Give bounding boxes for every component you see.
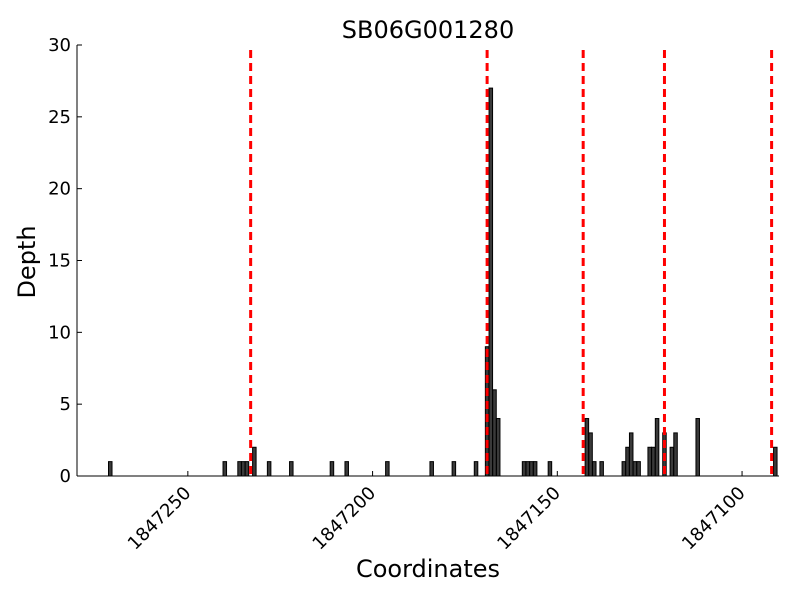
depth-bar [599, 461, 604, 477]
depth-bar [592, 461, 597, 477]
y-axis-label: Depth [13, 225, 41, 298]
bar-series [108, 87, 778, 477]
depth-bar [632, 461, 638, 477]
y-tick-label: 25 [48, 107, 71, 128]
x-tick-label: 1847250 [124, 483, 196, 555]
depth-bar [429, 461, 434, 477]
x-tick-label: 1847200 [309, 483, 381, 555]
x-axis-ticks: 1847250 1847200 1847150 1847100 [124, 471, 750, 554]
y-axis-ticks: 0 5 10 15 20 25 30 [48, 35, 82, 487]
depth-bar [473, 461, 479, 477]
depth-bar [495, 418, 501, 477]
depth-bar [488, 87, 494, 477]
depth-bar [695, 418, 700, 477]
depth-bar [266, 461, 272, 477]
chart-title: SB06G001280 [342, 16, 514, 44]
axes [76, 45, 779, 477]
depth-bar [241, 461, 246, 477]
depth-bar [529, 461, 534, 477]
depth-bar [385, 461, 390, 477]
depth-bar [621, 461, 627, 477]
depth-bar [521, 461, 527, 477]
depth-bar [584, 418, 590, 477]
y-tick-label: 30 [48, 35, 71, 56]
depth-bar [244, 461, 250, 477]
depth-bar [547, 461, 553, 477]
depth-bar [628, 432, 634, 477]
x-axis-label: Coordinates [356, 555, 500, 583]
depth-bar [525, 461, 531, 477]
reference-lines [249, 50, 774, 476]
depth-bar [636, 461, 641, 477]
depth-bar [237, 461, 242, 477]
depth-bar [647, 446, 652, 477]
depth-bar [625, 446, 630, 477]
depth-bar [451, 461, 457, 477]
depth-bar [329, 461, 335, 477]
depth-bar [222, 461, 228, 477]
y-tick-label: 0 [60, 466, 71, 487]
y-tick-label: 5 [60, 394, 71, 415]
depth-bar [651, 446, 656, 477]
y-tick-label: 20 [48, 179, 71, 200]
depth-bar [654, 418, 660, 477]
depth-bar [108, 461, 113, 477]
y-tick-label: 10 [48, 322, 71, 343]
x-tick-label: 1847100 [678, 483, 750, 555]
depth-bar [252, 446, 257, 477]
y-tick-label: 15 [48, 251, 71, 272]
x-tick-label: 1847150 [493, 483, 565, 555]
depth-bar [532, 461, 538, 477]
depth-bar [492, 389, 497, 477]
depth-bar [344, 461, 349, 477]
depth-bar [669, 446, 675, 477]
depth-bar [673, 432, 678, 477]
depth-bar [289, 461, 294, 477]
depth-bar [588, 432, 593, 477]
depth-bar [773, 446, 778, 477]
